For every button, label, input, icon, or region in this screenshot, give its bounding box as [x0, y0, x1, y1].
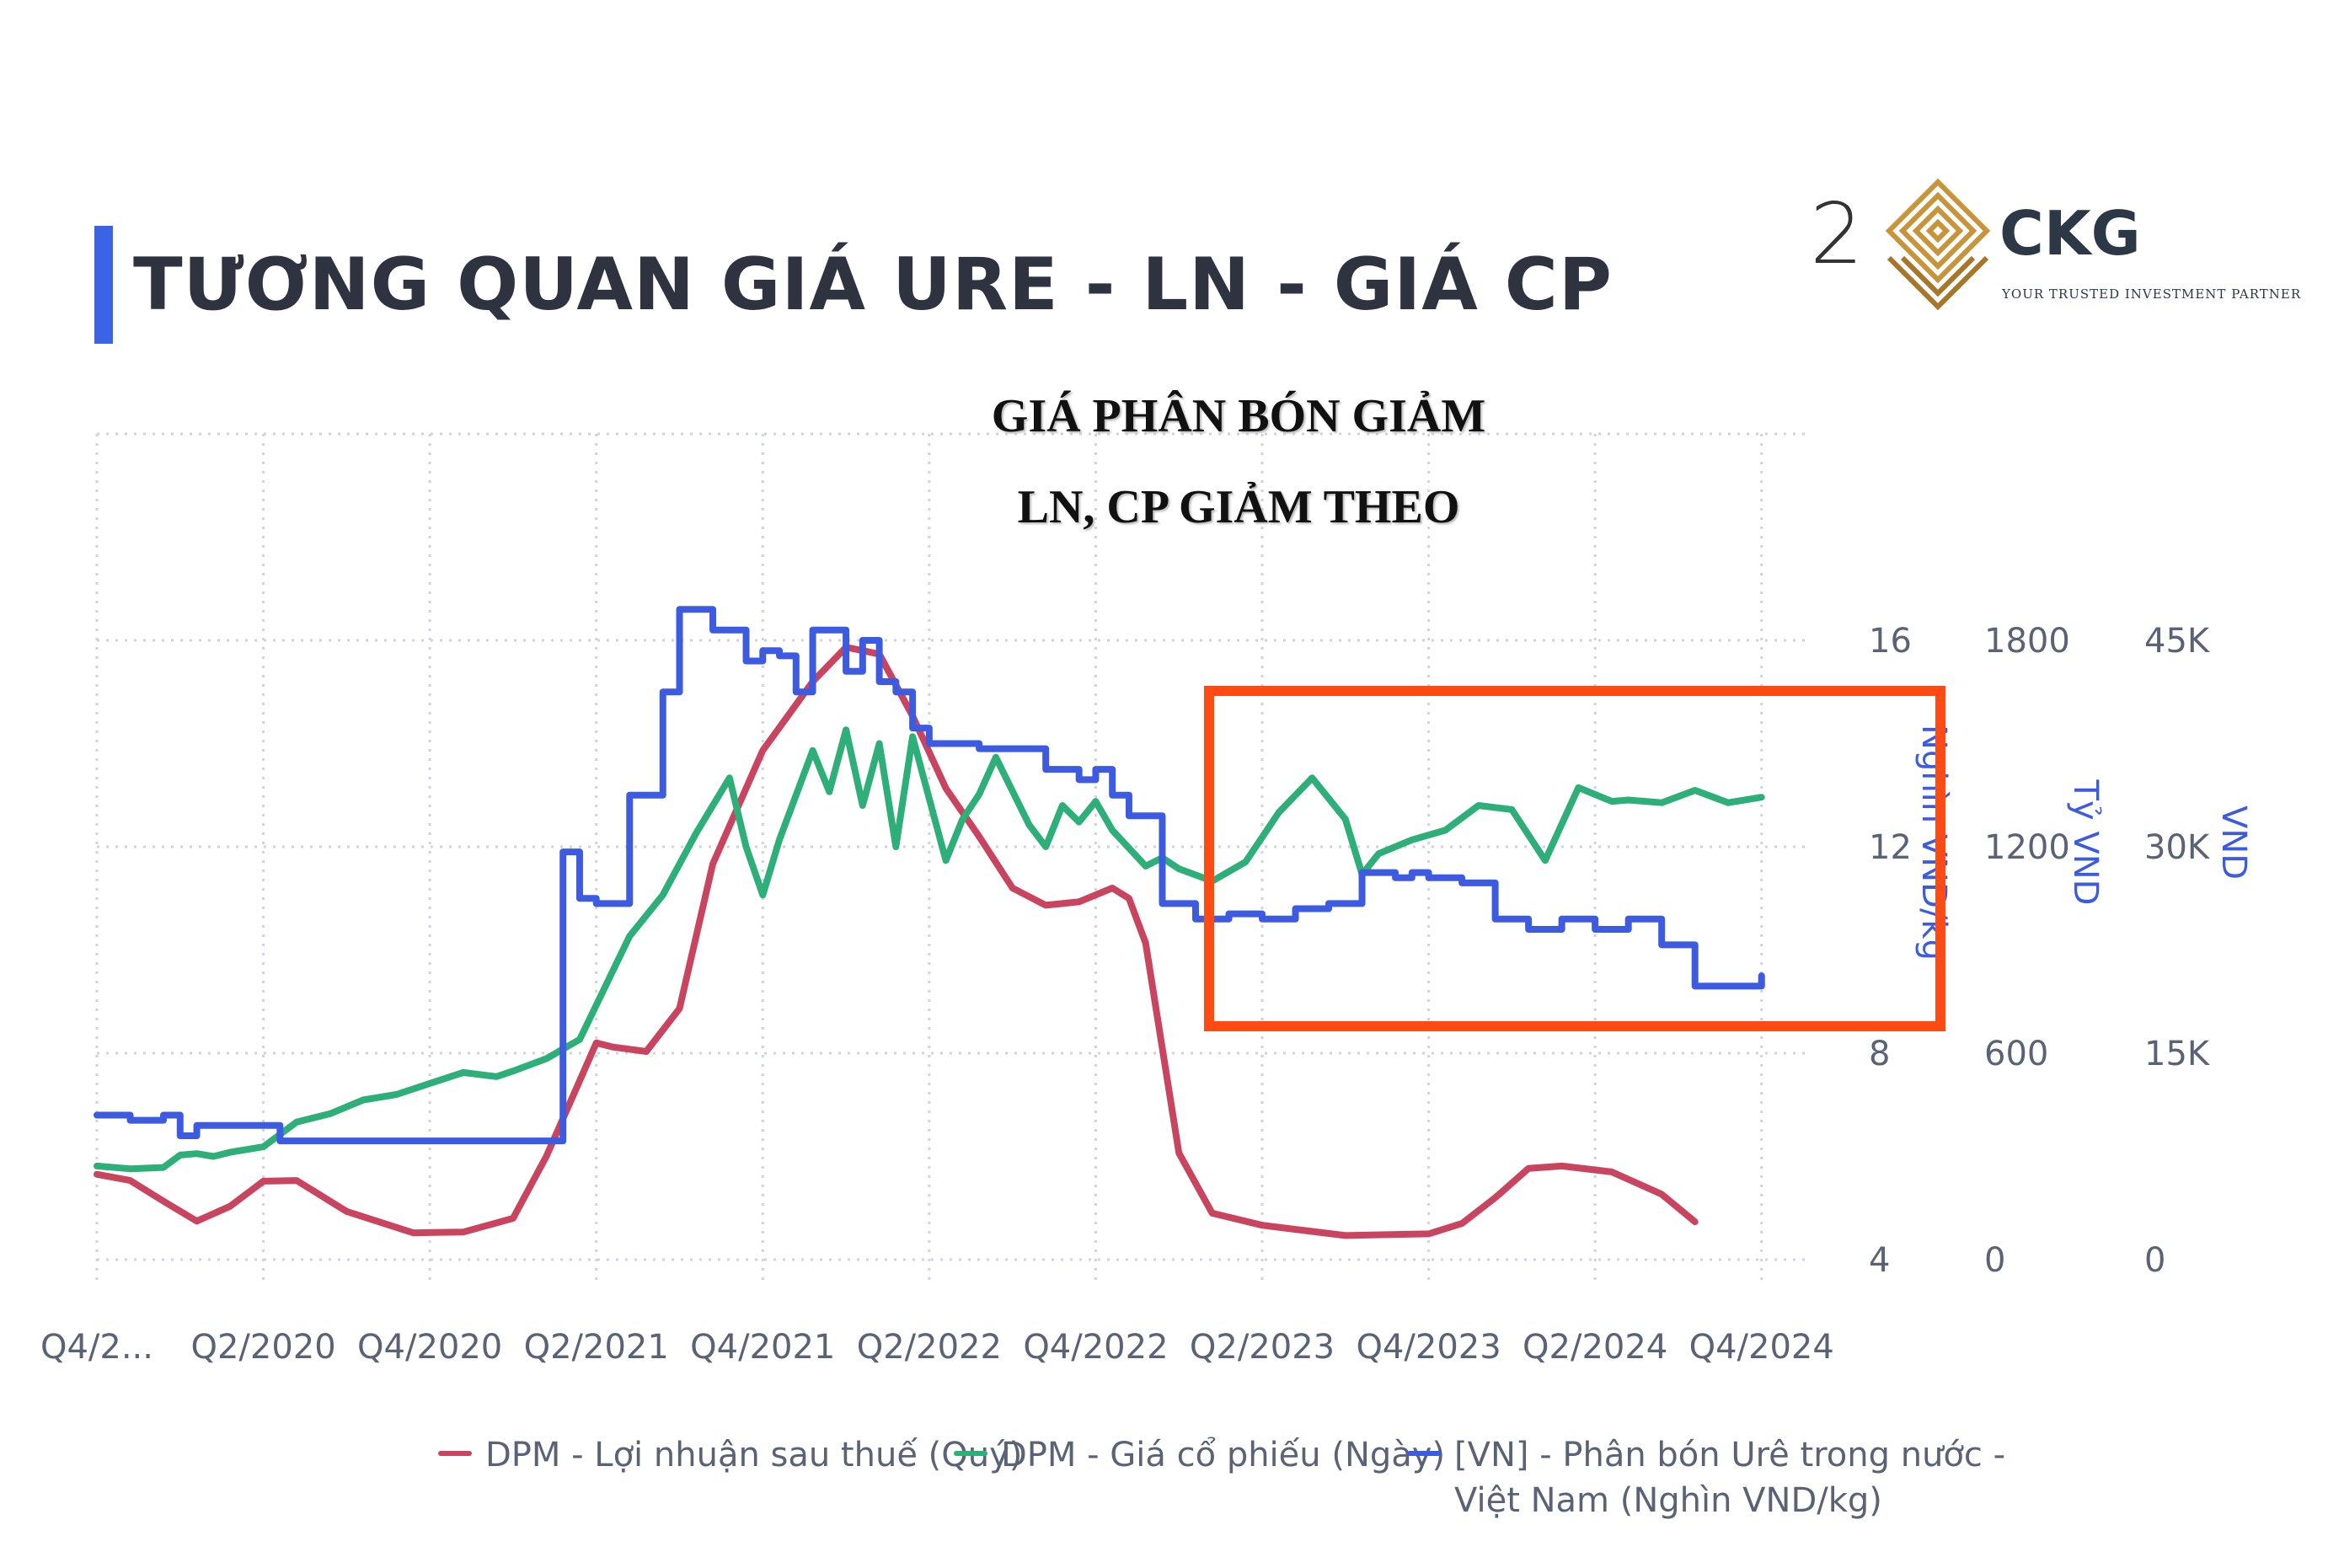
- x-tick-label: Q4/2022: [1023, 1328, 1168, 1367]
- y-tick-label: 45K: [2144, 622, 2211, 661]
- series-line-price: [94, 726, 1765, 1173]
- series-line-urea: [94, 606, 1765, 1145]
- axis-title: Nghìn VND/kg: [1914, 725, 1953, 961]
- y-tick-label: 12: [1869, 828, 1912, 867]
- x-tick-label: Q2/2023: [1190, 1328, 1335, 1367]
- logo-tagline: YOUR TRUSTED INVESTMENT PARTNER: [2002, 286, 2302, 302]
- legend-label-urea-2: Việt Nam (Nghìn VND/kg): [1454, 1481, 1882, 1520]
- legend-label-urea-1: [VN] - Phân bón Urê trong nước -: [1454, 1436, 2006, 1474]
- y-tick-label: 15K: [2144, 1035, 2211, 1073]
- annotation-line-1: GIÁ PHÂN BÓN GIẢM: [991, 390, 1486, 442]
- x-tick-label: Q4/2024: [1689, 1328, 1834, 1367]
- y-tick-label: 600: [1984, 1035, 2048, 1073]
- y-tick-label: 30K: [2144, 828, 2211, 867]
- x-tick-label: Q2/2021: [524, 1328, 669, 1367]
- ckg-logo-icon: [1885, 178, 1991, 311]
- x-tick-label: Q4/2021: [690, 1328, 835, 1367]
- y-tick-label: 1800: [1984, 622, 2070, 661]
- y-tick-label: 16: [1869, 622, 1912, 661]
- x-tick-label: Q4/2020: [357, 1328, 502, 1367]
- x-tick-label: Q2/2022: [857, 1328, 1002, 1367]
- x-tick-label: Q4/2...: [40, 1328, 153, 1367]
- legend-swatch-urea: [1407, 1451, 1441, 1456]
- y-tick-label: 4: [1869, 1241, 1890, 1280]
- page-title: TƯƠNG QUAN GIÁ URE - LN - GIÁ CP: [133, 243, 1613, 327]
- y-tick-label: 0: [1984, 1241, 2005, 1280]
- annotation-line-2: LN, CP GIẢM THEO: [1017, 481, 1460, 533]
- y-tick-label: 1200: [1984, 828, 2070, 867]
- legend-label-price: DPM - Giá cổ phiếu (Ngày): [1001, 1436, 1446, 1474]
- x-tick-label: Q2/2020: [190, 1328, 335, 1367]
- axis-title: VND: [2214, 805, 2253, 880]
- x-tick-label: Q4/2023: [1356, 1328, 1501, 1367]
- legend-swatch-profit: [438, 1451, 472, 1456]
- series-line-profit: [94, 644, 1699, 1239]
- title-accent-bar: [94, 226, 113, 344]
- logo-name: CKG: [1999, 198, 2141, 269]
- legend-swatch-price: [954, 1451, 987, 1456]
- legend-label-profit: DPM - Lợi nhuận sau thuế (Quý): [485, 1436, 1023, 1474]
- highlight-box: [1204, 686, 1945, 1031]
- x-tick-label: Q2/2024: [1523, 1328, 1667, 1367]
- axis-title: Tỷ VND: [2066, 779, 2105, 906]
- y-tick-label: 0: [2144, 1241, 2165, 1280]
- slide-number: 2: [1810, 185, 1864, 283]
- y-tick-label: 8: [1869, 1035, 1890, 1073]
